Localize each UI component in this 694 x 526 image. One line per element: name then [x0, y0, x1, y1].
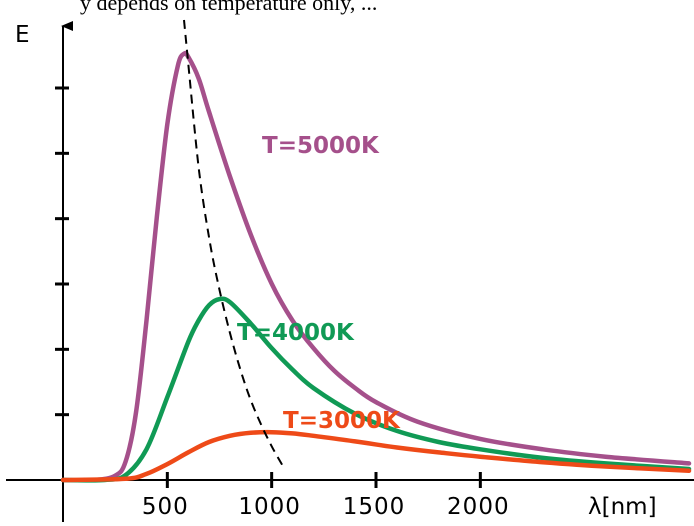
header-text: y depends on temperature only, ... [80, 0, 378, 15]
series-line-t-3000k [60, 429, 692, 483]
axis-ticks: 500 1000 1500 2000 [55, 86, 510, 520]
wien-displacement-line [183, 19, 283, 466]
x-tick-label: 1500 [343, 494, 406, 520]
x-tick-label: 500 [142, 494, 189, 520]
x-tick-label: 1000 [238, 494, 301, 520]
series-label-t-4000k: T=4000K [237, 320, 355, 346]
x-axis-label: λ[nm] [588, 494, 657, 520]
series-label-t-3000k: T=3000K [283, 408, 401, 434]
series-line-t-4000k [60, 296, 692, 483]
series-line-t-5000k [60, 50, 692, 483]
series-label-t-5000k: T=5000K [262, 133, 380, 159]
axes [6, 21, 694, 522]
curves [60, 19, 692, 483]
x-tick-label: 2000 [447, 494, 510, 520]
y-axis-label: E [15, 22, 30, 48]
series-labels: T=5000K T=4000K T=3000K [237, 133, 401, 434]
